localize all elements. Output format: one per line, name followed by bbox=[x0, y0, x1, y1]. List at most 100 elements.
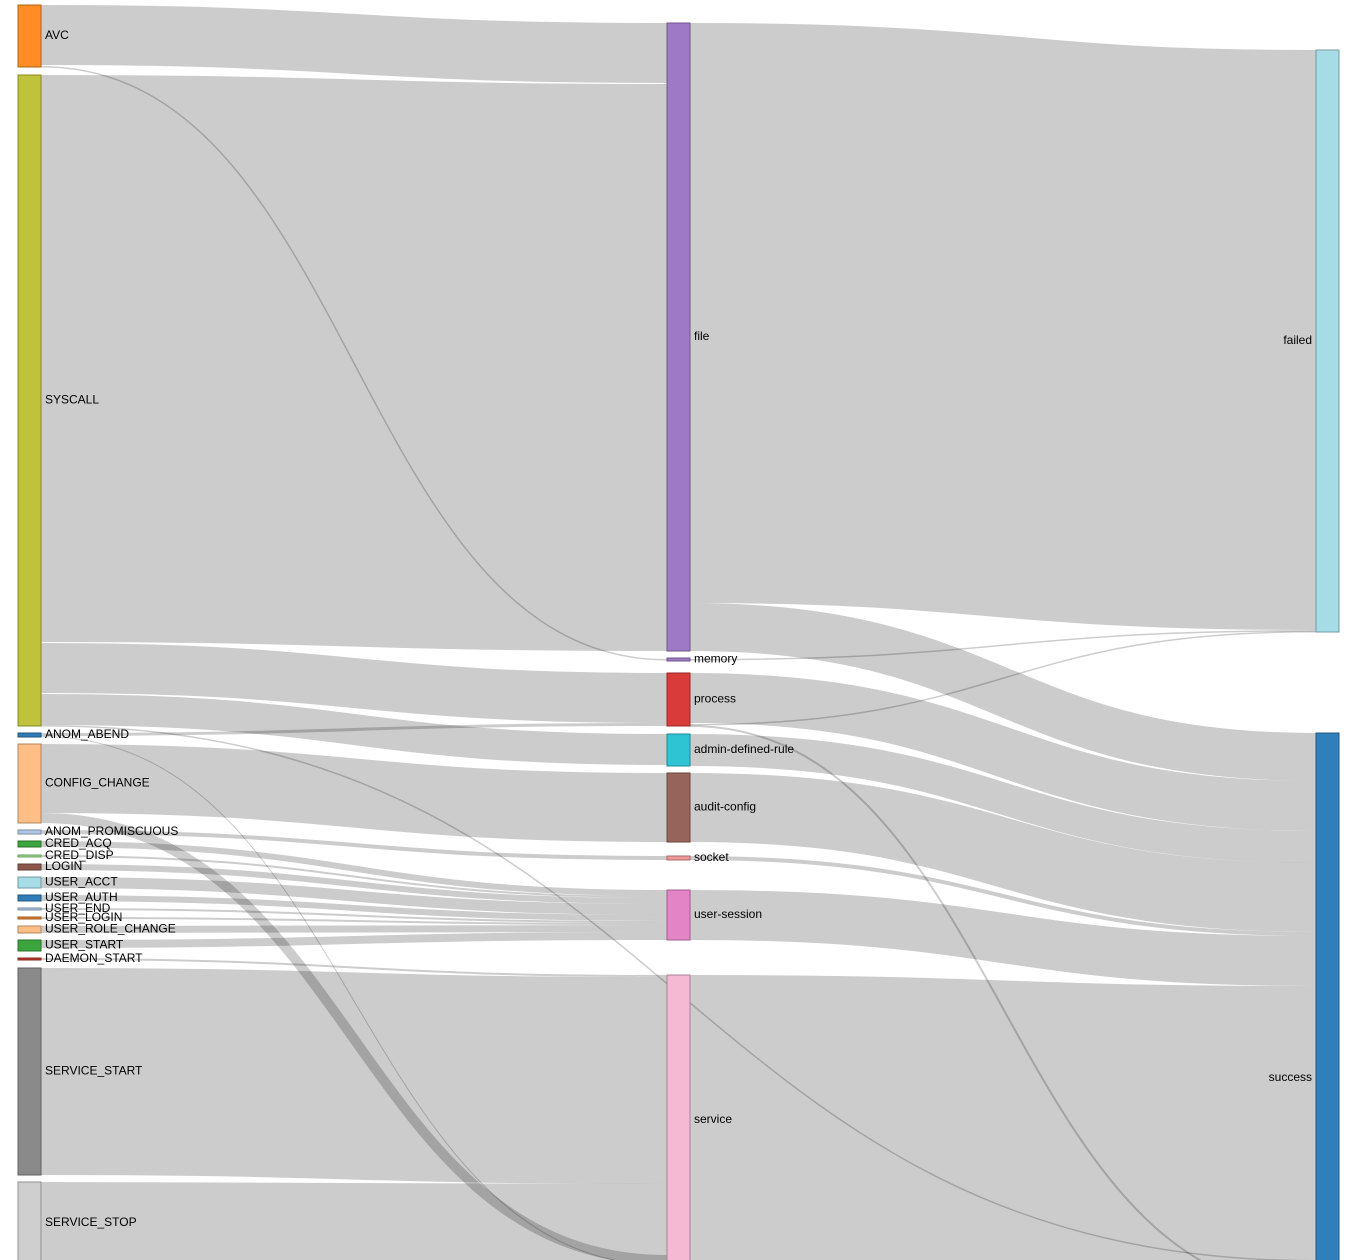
node-user-auth[interactable]: USER_AUTH bbox=[17, 890, 118, 904]
link-cred_disp-to-user-session[interactable] bbox=[40, 855, 668, 898]
link-user_end-to-user-session[interactable] bbox=[40, 908, 668, 923]
node-cred-disp[interactable]: CRED_DISP bbox=[17, 848, 114, 862]
node-service-start[interactable]: SERVICE_START bbox=[17, 967, 143, 1176]
node-file[interactable]: file bbox=[666, 22, 710, 652]
link-anom_abend-to-process[interactable] bbox=[40, 723, 668, 736]
link-service_stop-to-service[interactable] bbox=[40, 1182, 668, 1260]
link-process-to-success[interactable] bbox=[689, 725, 1316, 1260]
node-label: USER_END bbox=[45, 901, 111, 915]
node-bar[interactable] bbox=[666, 889, 691, 941]
node-service[interactable]: service bbox=[666, 974, 732, 1260]
link-config_change-to-service[interactable] bbox=[40, 813, 668, 1260]
link-memory-to-failed[interactable] bbox=[689, 630, 1317, 661]
node-bar[interactable] bbox=[17, 854, 42, 858]
node-user-start[interactable]: USER_START bbox=[17, 938, 124, 952]
node-syscall[interactable]: SYSCALL bbox=[17, 74, 99, 727]
node-label: AVC bbox=[45, 28, 69, 42]
node-daemon-start[interactable]: DAEMON_START bbox=[17, 951, 143, 965]
node-config-change[interactable]: CONFIG_CHANGE bbox=[17, 743, 150, 824]
link-syscall-to-file[interactable] bbox=[40, 75, 668, 651]
node-bar[interactable] bbox=[17, 925, 42, 934]
node-bar[interactable] bbox=[17, 74, 42, 727]
node-label: service bbox=[694, 1112, 732, 1126]
node-bar[interactable] bbox=[666, 974, 691, 1260]
link-user_auth-to-user-session[interactable] bbox=[40, 895, 668, 921]
node-label: success bbox=[1269, 1070, 1312, 1084]
link-avc-to-memory[interactable] bbox=[40, 66, 668, 661]
node-label: file bbox=[694, 329, 710, 343]
node-bar[interactable] bbox=[666, 657, 691, 662]
node-anom-promiscuous[interactable]: ANOM_PROMISCUOUS bbox=[17, 824, 178, 838]
link-user_acct-to-user-session[interactable] bbox=[40, 877, 668, 915]
node-anom-abend[interactable]: ANOM_ABEND bbox=[17, 727, 129, 741]
node-bar[interactable] bbox=[17, 939, 42, 952]
link-service-to-success[interactable] bbox=[689, 975, 1317, 1260]
link-user_login-to-user-session[interactable] bbox=[40, 917, 668, 925]
node-bar[interactable] bbox=[17, 907, 42, 911]
node-bar[interactable] bbox=[17, 863, 42, 871]
link-syscall-to-admin-defined-rule[interactable] bbox=[40, 694, 668, 765]
link-user_role_change-to-user-session[interactable] bbox=[40, 925, 668, 933]
link-user-session-to-success[interactable] bbox=[689, 890, 1317, 986]
link-anom_abend-to-service[interactable] bbox=[40, 736, 667, 1260]
node-process[interactable]: process bbox=[666, 672, 736, 727]
link-process-to-failed[interactable] bbox=[689, 631, 1317, 726]
node-label: SYSCALL bbox=[45, 393, 99, 407]
node-user-login[interactable]: USER_LOGIN bbox=[17, 910, 122, 924]
link-file-to-failed[interactable] bbox=[689, 23, 1317, 630]
node-bar[interactable] bbox=[17, 916, 42, 920]
node-failed[interactable]: failed bbox=[1283, 49, 1340, 633]
link-anom_promiscuous-to-socket[interactable] bbox=[40, 830, 668, 860]
link-user_start-to-user-session[interactable] bbox=[40, 932, 668, 948]
node-bar[interactable] bbox=[666, 855, 691, 861]
link-audit-config-to-success[interactable] bbox=[689, 773, 1317, 932]
link-service_start-to-service[interactable] bbox=[40, 968, 668, 1184]
node-label: USER_AUTH bbox=[45, 890, 118, 904]
link-syscall-to-process[interactable] bbox=[40, 643, 668, 723]
node-service-stop[interactable]: SERVICE_STOP bbox=[17, 1181, 137, 1260]
node-bar[interactable] bbox=[17, 894, 42, 902]
node-user-session[interactable]: user-session bbox=[666, 889, 762, 941]
node-label: user-session bbox=[694, 907, 762, 921]
link-login-to-user-session[interactable] bbox=[40, 864, 668, 904]
node-admin-defined-rule[interactable]: admin-defined-rule bbox=[666, 733, 794, 767]
node-bar[interactable] bbox=[17, 1181, 42, 1260]
node-bar[interactable] bbox=[666, 733, 691, 767]
node-user-acct[interactable]: USER_ACCT bbox=[17, 875, 118, 889]
node-bar[interactable] bbox=[17, 829, 42, 835]
node-cred-acq[interactable]: CRED_ACQ bbox=[17, 836, 112, 850]
node-memory[interactable]: memory bbox=[666, 652, 737, 666]
link-socket-to-success[interactable] bbox=[689, 856, 1317, 936]
node-audit-config[interactable]: audit-config bbox=[666, 772, 756, 843]
link-process-to-success[interactable] bbox=[689, 673, 1317, 831]
link-file-to-success[interactable] bbox=[689, 603, 1317, 781]
node-label: process bbox=[694, 692, 736, 706]
node-avc[interactable]: AVC bbox=[17, 4, 69, 68]
node-label: audit-config bbox=[694, 800, 756, 814]
node-success[interactable]: success bbox=[1269, 732, 1340, 1260]
node-bar[interactable] bbox=[17, 876, 42, 889]
node-bar[interactable] bbox=[666, 772, 691, 843]
node-user-role-change[interactable]: USER_ROLE_CHANGE bbox=[17, 922, 176, 936]
node-bar[interactable] bbox=[17, 957, 42, 961]
sankey-nodes: AVC SYSCALL ANOM_ABEND CONFIG_CHANGE ANOM_PR… bbox=[17, 4, 1340, 1260]
node-bar[interactable] bbox=[666, 22, 691, 652]
node-bar[interactable] bbox=[666, 672, 691, 727]
node-socket[interactable]: socket bbox=[666, 850, 729, 864]
link-cred_acq-to-user-session[interactable] bbox=[40, 841, 668, 896]
node-bar[interactable] bbox=[1315, 49, 1340, 633]
link-daemon_start-to-service[interactable] bbox=[40, 958, 668, 977]
node-bar[interactable] bbox=[17, 743, 42, 824]
node-login[interactable]: LOGIN bbox=[17, 859, 82, 873]
node-bar[interactable] bbox=[17, 732, 42, 738]
link-avc-to-file[interactable] bbox=[40, 5, 668, 83]
node-bar[interactable] bbox=[17, 4, 42, 68]
link-admin-defined-rule-to-success[interactable] bbox=[689, 734, 1317, 863]
node-bar[interactable] bbox=[17, 840, 42, 848]
node-label: USER_LOGIN bbox=[45, 910, 122, 924]
node-bar[interactable] bbox=[1315, 732, 1340, 1260]
node-bar[interactable] bbox=[17, 967, 42, 1176]
link-config_change-to-audit-config[interactable] bbox=[40, 744, 668, 842]
sankey-links bbox=[40, 5, 1317, 1260]
node-user-end[interactable]: USER_END bbox=[17, 901, 111, 915]
